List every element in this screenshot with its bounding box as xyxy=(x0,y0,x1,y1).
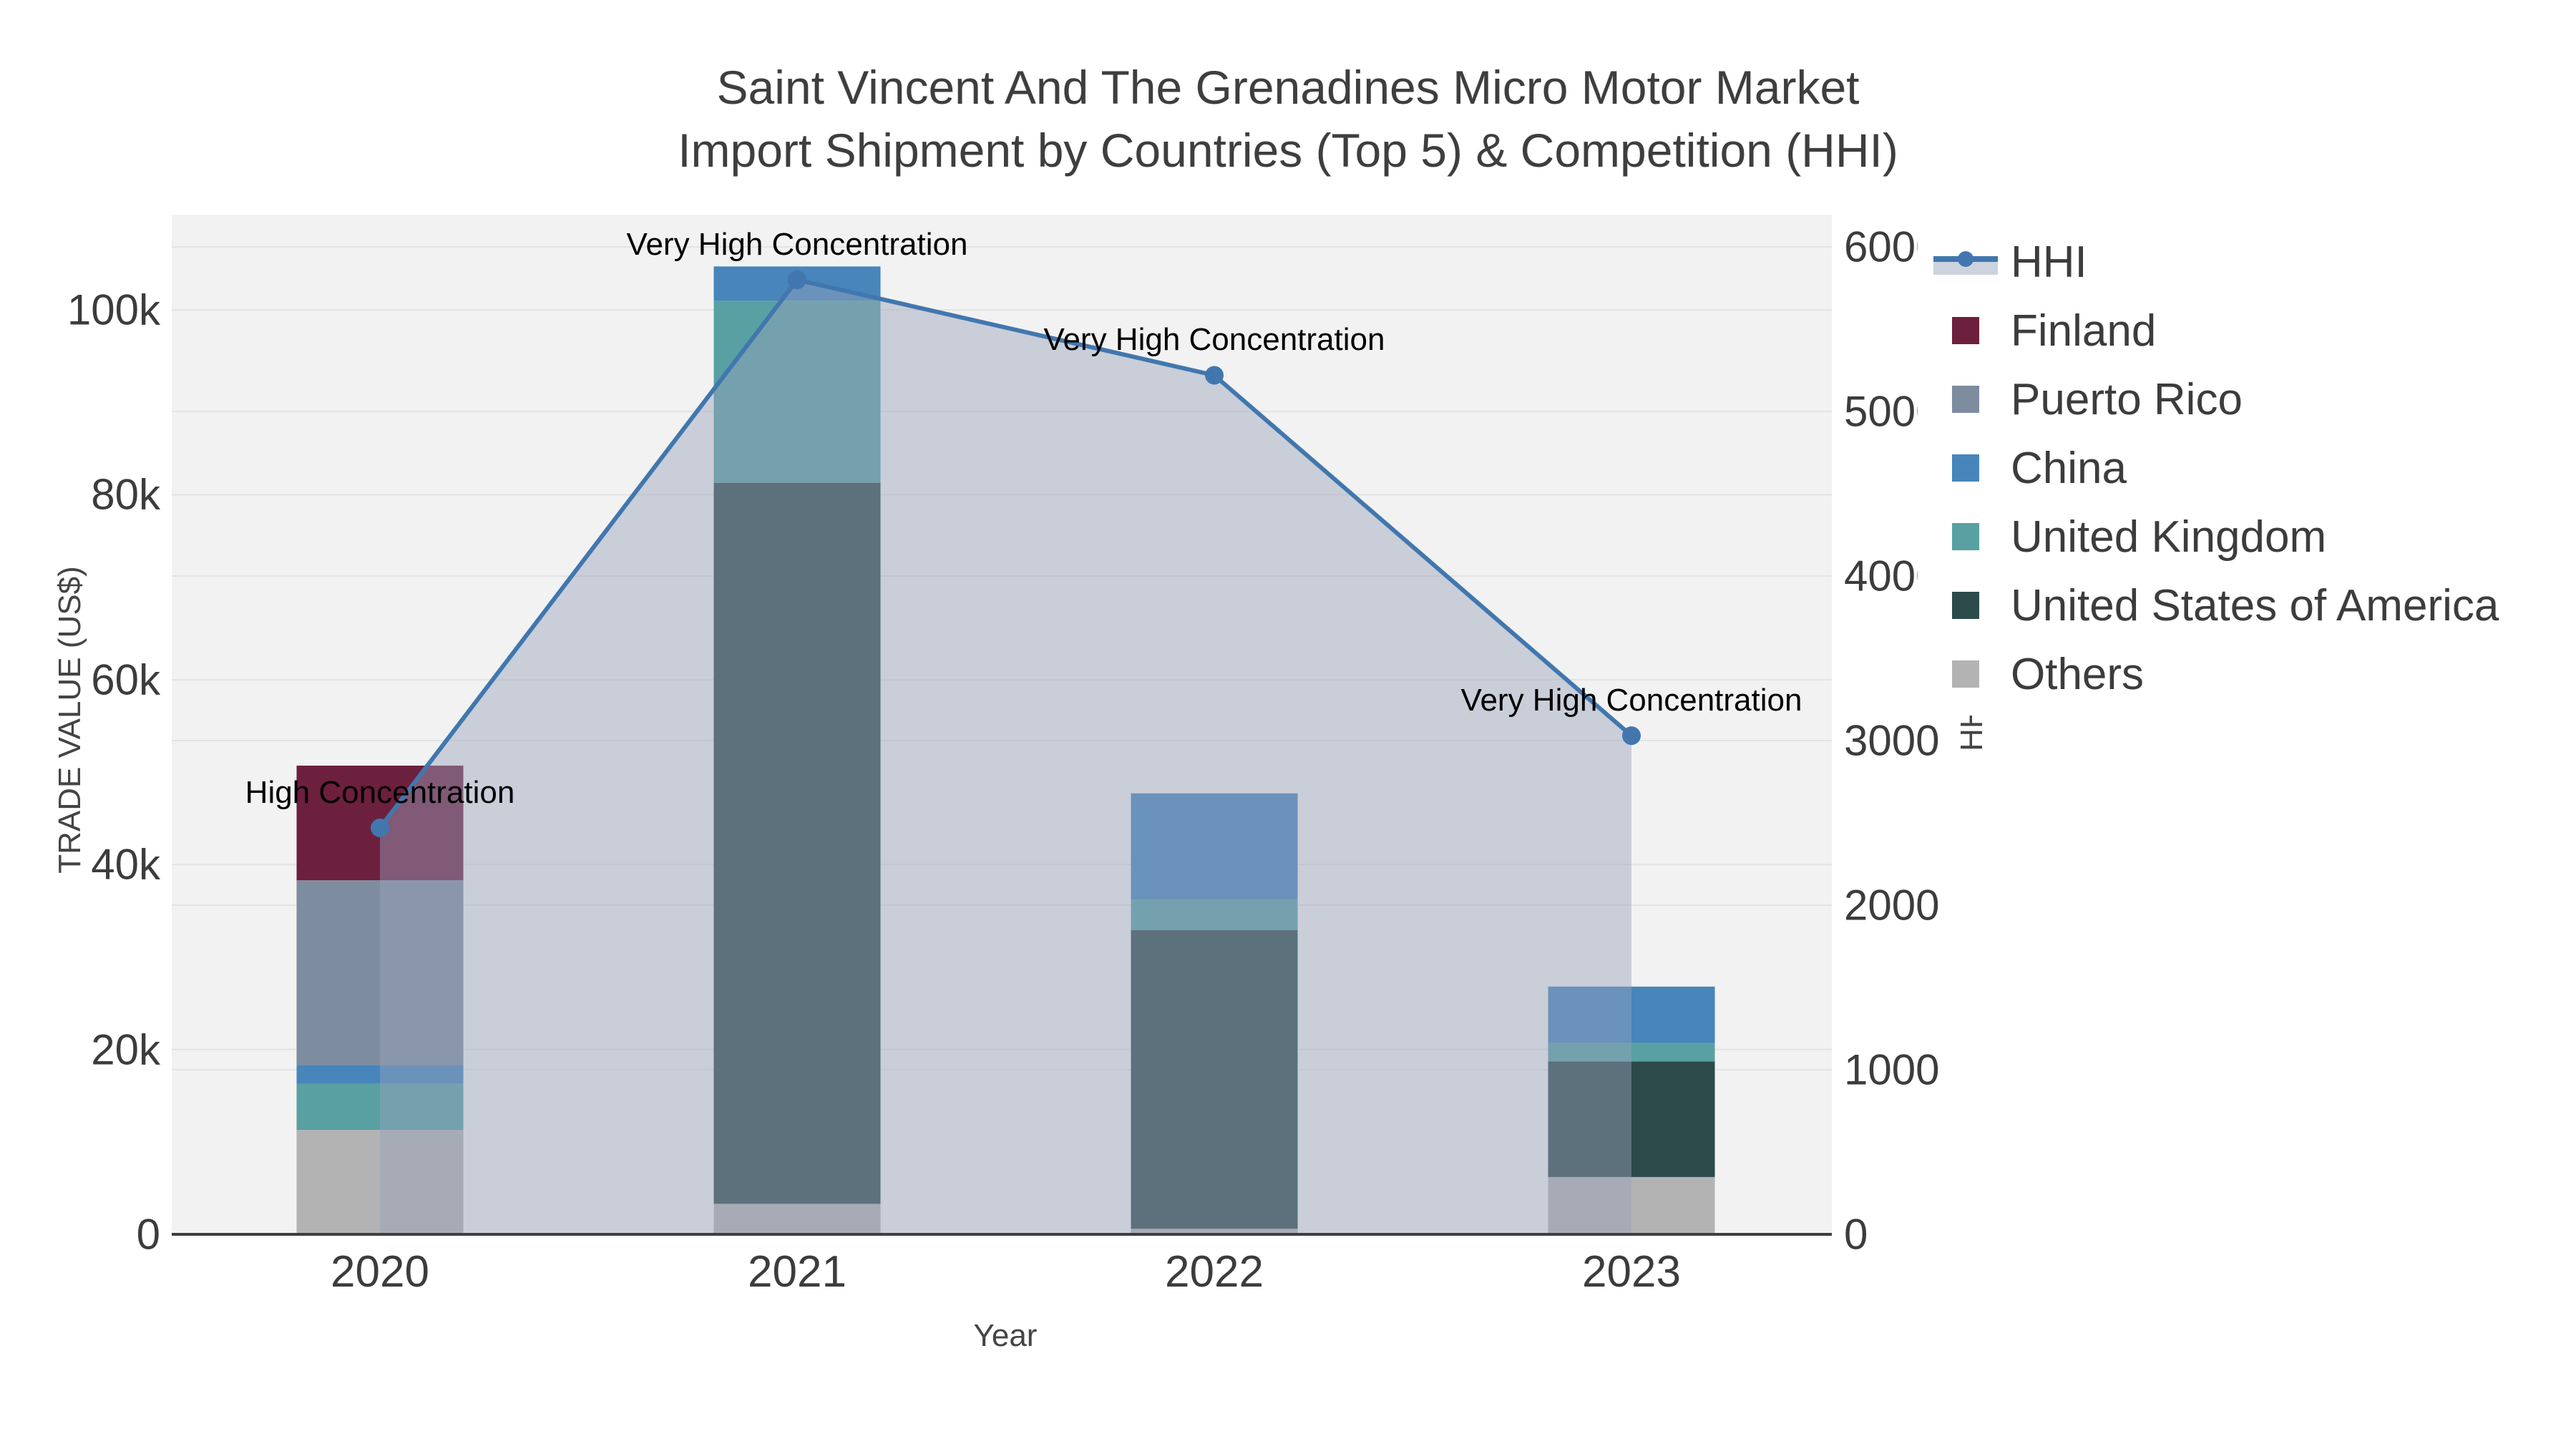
hhi-marker-2023[interactable] xyxy=(1622,726,1641,746)
legend: HHI Finland Puerto Rico China United Kingdom… xyxy=(1918,228,2576,716)
legend-label: United States of America xyxy=(2011,580,2499,630)
bar-segment-united-states-of-america-2022[interactable] xyxy=(1131,930,1298,1229)
bar-segment-china-2023[interactable] xyxy=(1548,986,1715,1043)
legend-swatch-icon xyxy=(1952,523,1979,550)
hhi-line xyxy=(378,277,1633,829)
chart-title-line2: Import Shipment by Countries (Top 5) & C… xyxy=(678,124,1898,177)
bar-segment-others-2020[interactable] xyxy=(296,1130,464,1234)
legend-swatch-icon xyxy=(1952,317,1979,344)
bar-segment-puerto-rico-2020[interactable] xyxy=(296,880,464,1065)
legend-swatch-icon xyxy=(1952,454,1979,482)
bar-segment-others-2022[interactable] xyxy=(1131,1229,1298,1234)
bar-segment-others-2023[interactable] xyxy=(1548,1176,1715,1234)
bar-segment-others-2021[interactable] xyxy=(713,1204,881,1234)
legend-label: Finland xyxy=(2011,306,2157,356)
bar-segment-united-kingdom-2022[interactable] xyxy=(1131,899,1298,930)
hhi-marker-2020[interactable] xyxy=(371,818,389,837)
bar-segment-united-states-of-america-2021[interactable] xyxy=(713,482,881,1204)
legend-item-united-kingdom[interactable]: United Kingdom xyxy=(1918,502,2576,571)
bar-segment-united-states-of-america-2023[interactable] xyxy=(1548,1061,1715,1177)
legend-item-united-states-of-america[interactable]: United States of America xyxy=(1918,571,2576,640)
chart-title-line1: Saint Vincent And The Grenadines Micro M… xyxy=(716,61,1860,114)
legend-swatch-icon xyxy=(1952,660,1979,688)
legend-label: HHI xyxy=(2011,237,2087,287)
bar-segment-china-2022[interactable] xyxy=(1131,793,1298,900)
hhi-line-swatch-icon xyxy=(1933,251,1998,275)
legend-swatch-icon xyxy=(1952,592,1979,619)
legend-label: Others xyxy=(2011,649,2145,699)
hhi-marker-2021[interactable] xyxy=(788,270,806,290)
bar-segment-china-2020[interactable] xyxy=(296,1065,464,1084)
legend-label: China xyxy=(2011,443,2127,493)
chart-title: Saint Vincent And The Grenadines Micro M… xyxy=(0,56,2576,182)
legend-label: United Kingdom xyxy=(2011,512,2327,562)
legend-item-finland[interactable]: Finland xyxy=(1918,296,2576,365)
bar-segment-united-kingdom-2023[interactable] xyxy=(1548,1043,1715,1062)
hhi-marker-2022[interactable] xyxy=(1205,366,1224,385)
legend-item-puerto-rico[interactable]: Puerto Rico xyxy=(1918,365,2576,434)
bar-segment-united-kingdom-2021[interactable] xyxy=(713,301,881,483)
legend-item-hhi[interactable]: HHI xyxy=(1918,228,2576,296)
legend-item-china[interactable]: China xyxy=(1918,434,2576,502)
legend-swatch-icon xyxy=(1952,386,1979,413)
hhi-area-fill xyxy=(380,280,1631,1234)
legend-item-others[interactable]: Others xyxy=(1918,640,2576,708)
bar-segment-united-kingdom-2020[interactable] xyxy=(296,1083,464,1131)
legend-label: Puerto Rico xyxy=(2011,374,2243,424)
